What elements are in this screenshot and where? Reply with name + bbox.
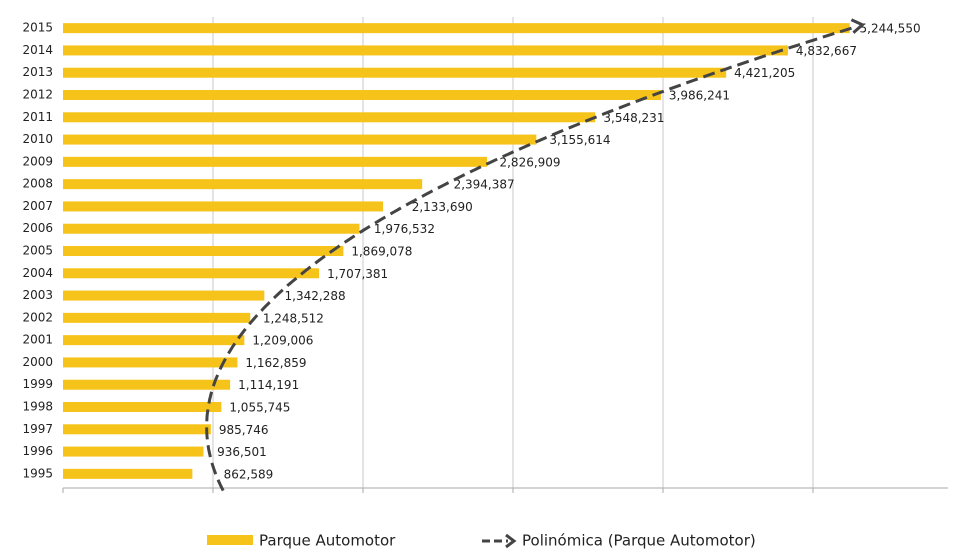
y-tick-label: 2006 — [22, 221, 53, 235]
bar — [63, 446, 204, 457]
legend-swatch — [207, 535, 253, 545]
legend-label: Polinómica (Parque Automotor) — [522, 532, 756, 550]
data-label: 1,055,745 — [229, 401, 290, 415]
bar — [63, 112, 596, 123]
y-tick-label: 2013 — [22, 65, 53, 79]
bar — [63, 90, 661, 100]
trendline — [205, 25, 856, 492]
bar — [63, 67, 727, 78]
data-label: 2,133,690 — [412, 200, 473, 214]
y-tick-label: 2010 — [22, 132, 53, 146]
data-label: 4,832,667 — [796, 44, 857, 58]
bar — [63, 179, 423, 190]
data-label: 1,342,288 — [285, 289, 346, 303]
data-label: 936,501 — [217, 445, 267, 459]
bar — [63, 223, 360, 234]
y-tick-label: 2012 — [22, 88, 53, 102]
data-label: 2,826,909 — [499, 155, 560, 169]
data-label: 985,746 — [219, 423, 269, 437]
data-label: 1,869,078 — [351, 245, 412, 259]
trendline-arrow — [850, 18, 866, 34]
bar — [63, 201, 384, 212]
bar — [63, 45, 788, 56]
bar — [63, 379, 231, 390]
y-tick-label: 2015 — [22, 21, 53, 35]
data-label: 1,209,006 — [252, 334, 313, 348]
y-tick-label: 2003 — [22, 288, 53, 302]
bar — [63, 402, 222, 412]
legend-trend-arrow — [505, 533, 517, 549]
data-label: 1,114,191 — [238, 378, 299, 392]
y-tick-label: 2011 — [22, 110, 53, 124]
bar — [63, 156, 488, 167]
y-tick-label: 1995 — [22, 466, 53, 480]
y-tick-label: 2005 — [22, 244, 53, 258]
data-label: 862,589 — [224, 467, 274, 481]
bar — [63, 312, 251, 323]
data-label: 3,986,241 — [669, 89, 730, 103]
data-label: 1,162,859 — [245, 356, 306, 370]
bar — [63, 268, 320, 279]
bar — [63, 424, 211, 435]
bar — [63, 290, 265, 301]
data-label: 1,976,532 — [374, 222, 435, 236]
data-label: 1,707,381 — [327, 267, 388, 281]
bar — [63, 134, 537, 145]
y-tick-label: 2014 — [22, 43, 53, 57]
bar — [63, 468, 193, 479]
data-label: 4,421,205 — [734, 66, 795, 80]
y-tick-label: 2001 — [22, 333, 53, 347]
data-label: 1,248,512 — [263, 311, 324, 325]
data-label: 3,548,231 — [603, 111, 664, 125]
y-tick-label: 2000 — [22, 355, 53, 369]
data-label: 2,394,387 — [454, 178, 515, 192]
bar — [63, 335, 245, 346]
y-tick-label: 2007 — [22, 199, 53, 213]
data-label: 5,244,550 — [860, 22, 921, 36]
legend-label: Parque Automotor — [259, 532, 396, 550]
y-tick-label: 1998 — [22, 400, 53, 414]
y-tick-label: 2002 — [22, 310, 53, 324]
y-tick-label: 1999 — [22, 377, 53, 391]
bar — [63, 23, 850, 34]
legend: Parque Automotor Polinómica (Parque Auto… — [207, 532, 756, 550]
data-label: 3,155,614 — [549, 133, 610, 147]
bar — [63, 357, 238, 368]
y-tick-label: 2004 — [22, 266, 53, 280]
y-tick-label: 2008 — [22, 177, 53, 191]
y-tick-label: 1996 — [22, 444, 53, 458]
y-tick-label: 2009 — [22, 154, 53, 168]
y-tick-label: 1997 — [22, 422, 53, 436]
bar — [63, 246, 344, 256]
